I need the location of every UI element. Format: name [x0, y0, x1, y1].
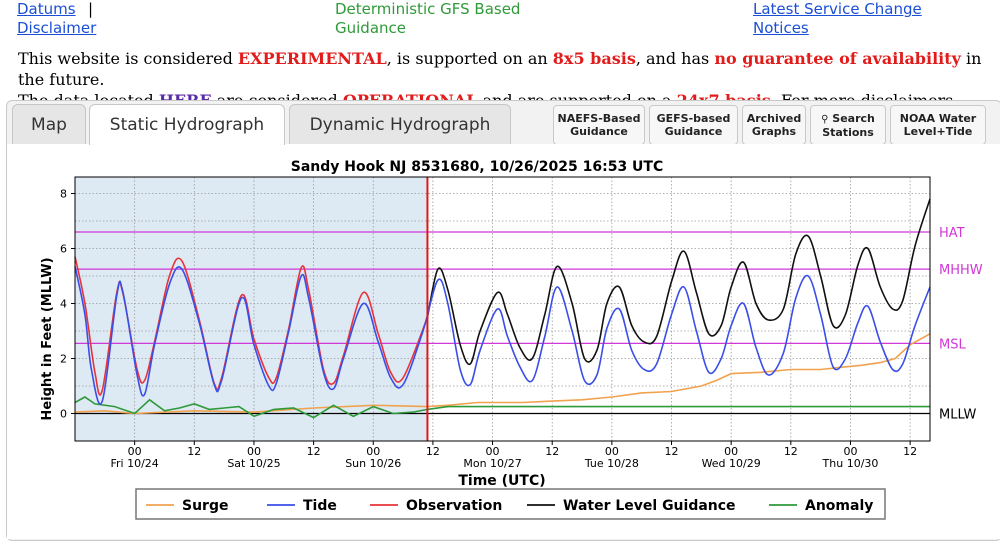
chart-grid — [75, 177, 930, 441]
chart-legend: Surge Tide Observation Water Level Guidance… — [135, 488, 886, 520]
observed-period-shading — [75, 177, 428, 441]
x-tick-label: 12 — [307, 445, 321, 458]
y-tick-label: 6 — [60, 243, 67, 256]
notice-text: , is supported on an — [386, 49, 553, 68]
link-separator: | — [88, 0, 94, 18]
legend-label-surge: Surge — [182, 498, 228, 514]
search-stations-button[interactable]: ⚲ Search Stations — [810, 105, 886, 145]
notice-text: in the future. — [18, 49, 982, 89]
x-tick-label: 12 — [903, 445, 917, 458]
tab-static-hydrograph[interactable]: Static Hydrograph — [89, 104, 285, 145]
legend-label-tide: Tide — [303, 498, 337, 514]
x-tick-date-label: Tue 10/28 — [584, 457, 639, 470]
x-tick-label: 12 — [545, 445, 559, 458]
button-label: Guidance — [570, 125, 628, 138]
x-tick-label: 12 — [665, 445, 679, 458]
gfs-guidance-title: Deterministic GFS Based — [335, 0, 521, 18]
button-label: Graphs — [751, 125, 797, 138]
archived-graphs-button[interactable]: Archived Graphs — [742, 105, 806, 145]
surge-line — [74, 333, 931, 415]
button-label: NAEFS-Based — [557, 112, 641, 125]
legend-label-anomaly: Anomaly — [805, 498, 873, 514]
button-label: NOAA Water — [899, 112, 977, 125]
x-tick-label: 00 — [366, 445, 380, 458]
tide-line — [74, 266, 931, 405]
x-tick-date-label: Sat 10/25 — [227, 457, 280, 470]
button-label: Stations — [822, 125, 874, 139]
x-tick-label: 12 — [187, 445, 201, 458]
y-tick-label: 8 — [60, 188, 67, 201]
x-tick-label: 12 — [784, 445, 798, 458]
x-tick-date-label: Fri 10/24 — [110, 457, 158, 470]
button-label: Search — [832, 111, 875, 125]
y-axis-ticks: 0 2 4 6 8 — [60, 188, 75, 421]
reference-label-mllw: MLLW — [939, 408, 977, 423]
notice-line-1: This website is considered EXPERIMENTAL,… — [18, 48, 988, 90]
plot-frame — [74, 176, 931, 442]
y-tick-label: 0 — [60, 408, 67, 421]
reference-label-msl: MSL — [939, 337, 966, 352]
x-tick-label: 00 — [724, 445, 738, 458]
x-tick-date-label: Thu 10/30 — [822, 457, 879, 470]
legend-label-guidance: Water Level Guidance — [563, 498, 736, 514]
button-label: Guidance — [664, 125, 723, 138]
chart-title: Sandy Hook NJ 8531680, 10/26/2025 16:53 … — [291, 159, 664, 175]
anomaly-line — [74, 396, 930, 419]
gfs-guidance-subtitle: Guidance — [335, 19, 406, 37]
chart-series — [74, 198, 931, 419]
y-axis-label: Height in Feet (MLLW) — [40, 257, 55, 420]
noaa-water-level-button[interactable]: NOAA Water Level+Tide — [890, 105, 986, 145]
x-tick-label: 00 — [128, 445, 142, 458]
tab-label: Static Hydrograph — [109, 115, 265, 135]
x-tick-label: 00 — [605, 445, 619, 458]
x-axis-label: Time (UTC) — [458, 473, 545, 489]
button-label: Level+Tide — [903, 125, 973, 138]
x-tick-date-label: Sun 10/26 — [345, 457, 401, 470]
experimental-label: EXPERIMENTAL — [237, 49, 387, 68]
notice-text: , and has — [635, 49, 715, 68]
gefs-guidance-button[interactable]: GEFS-based Guidance — [649, 105, 738, 145]
x-tick-label: 00 — [247, 445, 261, 458]
legend-label-observation: Observation — [406, 498, 502, 514]
tab-label: Map — [31, 114, 67, 135]
notices-link[interactable]: Notices — [753, 19, 809, 37]
tab-map[interactable]: Map — [12, 104, 86, 144]
x-tick-date-label: Mon 10/27 — [463, 457, 521, 470]
datums-link[interactable]: Datums — [17, 0, 76, 18]
y-tick-label: 4 — [60, 298, 67, 311]
latest-service-change-link[interactable]: Latest Service Change — [753, 0, 922, 18]
x-tick-label: 00 — [486, 445, 500, 458]
top-links-bar: Datums | Disclaimer Deterministic GFS Ba… — [0, 0, 1000, 38]
search-icon: ⚲ — [821, 113, 829, 125]
reference-label-mhhw: MHHW — [939, 263, 983, 278]
x-tick-date-label: Wed 10/29 — [702, 457, 761, 470]
tab-dynamic-hydrograph[interactable]: Dynamic Hydrograph — [289, 104, 511, 144]
support-basis-label: 8x5 basis — [552, 49, 636, 68]
button-label: Archived — [746, 112, 802, 125]
y-tick-label: 2 — [60, 353, 67, 366]
x-tick-label: 00 — [843, 445, 857, 458]
water-level-guidance-line — [426, 198, 931, 366]
no-guarantee-label: no guarantee of availability — [714, 49, 961, 68]
reference-label-hat: HAT — [939, 226, 965, 241]
reference-lines: HAT MHHW MSL MLLW — [75, 226, 983, 423]
disclaimer-link[interactable]: Disclaimer — [17, 19, 97, 37]
legend-box — [135, 488, 886, 520]
x-tick-label: 12 — [426, 445, 440, 458]
naefs-guidance-button[interactable]: NAEFS-Based Guidance — [553, 105, 645, 145]
notice-text: This website is considered — [18, 49, 238, 68]
tab-label: Dynamic Hydrograph — [309, 114, 491, 135]
button-label: GEFS-based — [656, 112, 731, 125]
